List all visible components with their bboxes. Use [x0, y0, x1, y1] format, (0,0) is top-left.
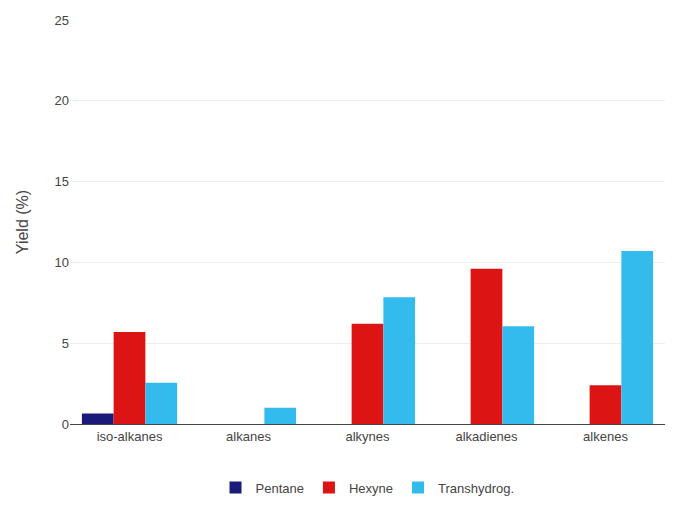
svg-text:Yield (%): Yield (%): [14, 190, 31, 254]
svg-text:5: 5: [62, 336, 69, 351]
svg-text:Transhydrog.: Transhydrog.: [438, 481, 514, 496]
svg-text:Pentane: Pentane: [256, 481, 304, 496]
svg-text:15: 15: [55, 174, 69, 189]
svg-text:10: 10: [55, 255, 69, 270]
svg-text:0: 0: [62, 417, 69, 432]
svg-text:20: 20: [55, 93, 69, 108]
svg-text:iso-alkanes: iso-alkanes: [97, 429, 163, 444]
svg-text:alkenes: alkenes: [583, 429, 628, 444]
svg-text:alkanes: alkanes: [226, 429, 271, 444]
svg-text:alkynes: alkynes: [345, 429, 390, 444]
svg-text:Hexyne: Hexyne: [349, 481, 393, 496]
svg-text:alkadienes: alkadienes: [455, 429, 518, 444]
svg-text:25: 25: [55, 13, 69, 28]
